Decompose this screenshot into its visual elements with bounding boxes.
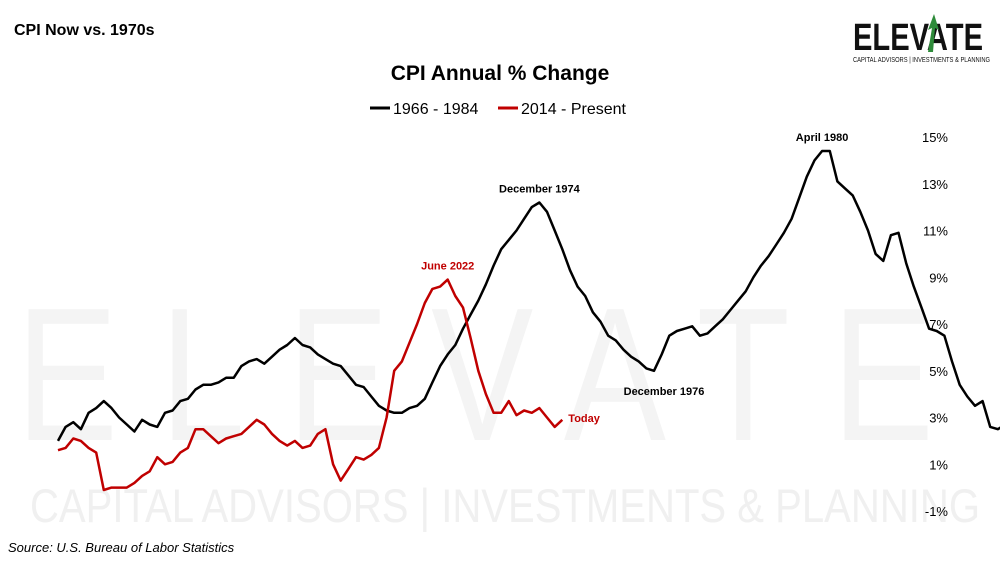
y-tick-label: 1% <box>929 457 948 472</box>
y-tick-label: -1% <box>925 504 949 519</box>
plot-area: December 1974 December 1976 April 1980 June… <box>56 132 1000 492</box>
y-tick-label: 9% <box>929 270 948 285</box>
logo-name: ELEVATE <box>853 17 983 59</box>
chart-title: CPI Annual % Change <box>391 62 610 85</box>
series-line-1966-1984 <box>56 149 1000 442</box>
annotation-june-2022: June 2022 <box>421 261 474 273</box>
legend-label-2014: 2014 - Present <box>521 101 627 118</box>
watermark-tagline: CAPITAL ADVISORS | INVESTMENTS & PLANNIN… <box>30 479 980 532</box>
annotation-april-1980: April 1980 <box>796 132 849 144</box>
logo-arrow-icon <box>928 14 939 52</box>
y-tick-label: 3% <box>929 411 948 426</box>
logo-tagline: CAPITAL ADVISORS | INVESTMENTS & PLANNIN… <box>853 57 990 64</box>
elevate-logo: ELEVATE CAPITAL ADVISORS | INVESTMENTS &… <box>853 14 990 64</box>
y-tick-label: 7% <box>929 317 948 332</box>
watermark-logo-text: ELEVATE <box>16 269 976 481</box>
legend: 1966 - 1984 2014 - Present <box>370 101 627 118</box>
y-tick-label: 15% <box>922 130 948 145</box>
watermark: ELEVATE CAPITAL ADVISORS | INVESTMENTS &… <box>16 269 980 532</box>
y-axis: 15% 13% 11% 9% 7% 5% 3% 1% -1% <box>922 130 948 519</box>
y-tick-label: 5% <box>929 364 948 379</box>
annotation-december-1976: December 1976 <box>624 386 705 398</box>
page-title: CPI Now vs. 1970s <box>14 22 155 39</box>
series-line-2014-present <box>57 278 564 492</box>
legend-label-1966: 1966 - 1984 <box>393 101 479 118</box>
annotation-today: Today <box>568 413 600 425</box>
y-tick-label: 11% <box>923 224 948 239</box>
annotation-december-1974: December 1974 <box>499 184 581 196</box>
source-note: Source: U.S. Bureau of Labor Statistics <box>8 540 235 555</box>
y-tick-label: 13% <box>922 177 948 192</box>
